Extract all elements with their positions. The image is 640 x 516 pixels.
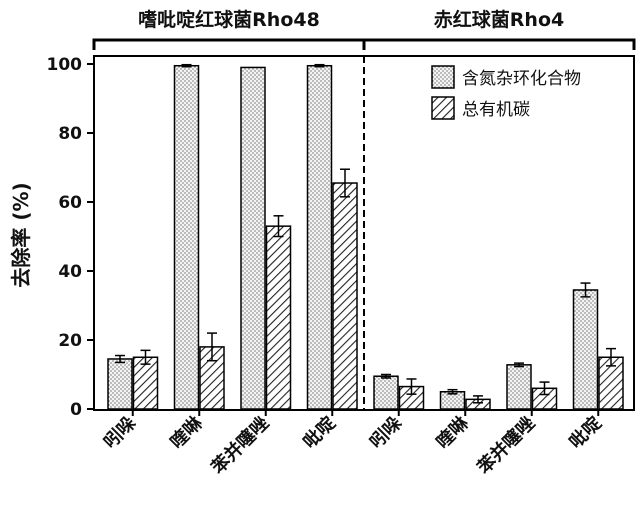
x-category-label: 吡啶 [565,412,606,453]
legend: 含氮杂环化合物 总有机碳 [431,65,581,120]
group-label-left: 嗜吡啶红球菌Rho48 [138,8,320,31]
x-category-label: 苯并噻唑 [472,412,539,479]
x-category-label: 喹啉 [166,412,207,453]
y-axis-title: 去除率 (%) [9,182,33,287]
group-label-right: 赤红球菌Rho4 [434,8,564,31]
bar-heterocycle [306,64,333,410]
bar-toc [132,356,159,410]
y-axis: 0 20 40 60 80 100 [47,55,94,420]
y-tick-label: 80 [58,124,82,144]
group-bracket-right [362,38,636,50]
x-category-label: 吲哚 [366,412,407,453]
legend-label-1: 总有机碳 [462,100,530,120]
y-tick-label: 40 [58,262,82,282]
bar-heterocycle [173,64,200,410]
legend-label-0: 含氮杂环化合物 [462,69,581,89]
x-category-label: 吡啶 [299,412,340,453]
legend-swatch-dots [431,65,455,89]
x-axis-labels: 吲哚 喹啉 苯并噻唑 吡啶 吲哚 喹啉 苯并噻唑 吡啶 [100,410,606,479]
x-category-label: 苯并噻唑 [206,412,273,479]
bar-heterocycle [107,358,133,410]
x-category-label: 喹啉 [432,412,473,453]
bar-toc [332,182,358,410]
bar-heterocycle [240,66,266,410]
x-category-label: 吲哚 [100,412,141,453]
y-tick-label: 0 [70,400,82,420]
y-tick-label: 60 [58,193,82,213]
legend-swatch-hatch [431,96,455,120]
bar-heterocycle [572,289,599,410]
bar-heterocycle [373,375,399,410]
bar-toc [265,225,292,410]
bars [107,63,624,410]
bar-heterocycle [506,364,532,410]
y-tick-label: 100 [47,55,83,75]
group-bracket-left [92,38,366,50]
y-tick-label: 20 [58,331,82,351]
